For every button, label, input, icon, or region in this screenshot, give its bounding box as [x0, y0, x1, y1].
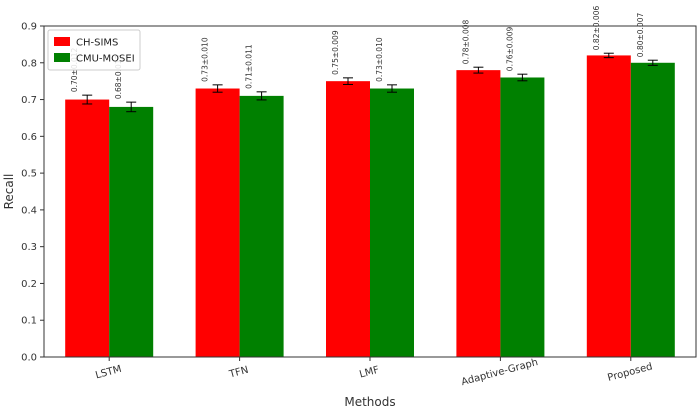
- legend-swatch: [54, 53, 70, 62]
- bar-lmf-ch-sims: [326, 81, 370, 358]
- x-tick-label: Adaptive-Graph: [460, 357, 539, 388]
- x-tick-label: Proposed: [606, 361, 653, 384]
- data-label: 0.73±0.010: [201, 37, 210, 82]
- legend-entry: CH-SIMS: [76, 38, 118, 49]
- bar-tfn-cmu-mosei: [239, 95, 284, 357]
- y-tick-label: 0.5: [21, 169, 37, 180]
- data-label: 0.71±0.011: [245, 44, 254, 89]
- y-tick-label: 0.7: [21, 95, 37, 106]
- data-label: 0.73±0.010: [375, 37, 384, 82]
- bar-adaptive-graph-ch-sims: [456, 70, 501, 357]
- bar-proposed-ch-sims: [586, 55, 631, 358]
- x-tick-label: LSTM: [94, 364, 123, 382]
- bar-proposed-cmu-mosei: [630, 62, 675, 358]
- x-axis-title: Methods: [344, 395, 395, 409]
- bar-lstm-ch-sims: [65, 99, 110, 358]
- y-tick-label: 0.3: [21, 242, 37, 253]
- data-label: 0.80±0.007: [636, 13, 645, 58]
- x-tick-label: LMF: [358, 365, 380, 381]
- y-tick-label: 0.6: [21, 132, 37, 143]
- data-label: 0.78±0.008: [461, 20, 470, 65]
- y-axis-title: Recall: [2, 174, 16, 210]
- bar-adaptive-graph-cmu-mosei: [500, 77, 545, 357]
- data-label: 0.68±0.013: [114, 54, 123, 99]
- y-tick-label: 0.2: [21, 279, 37, 290]
- bars-layer: [65, 52, 675, 358]
- y-tick-label: 0.8: [21, 58, 37, 69]
- legend: CH-SIMS CMU-MOSEI: [47, 29, 141, 71]
- bar-lstm-cmu-mosei: [109, 106, 154, 358]
- legend-entry: CMU-MOSEI: [76, 54, 135, 65]
- legend-swatch: [54, 37, 70, 46]
- data-label: 0.82±0.006: [592, 6, 601, 51]
- y-tick-label: 0.4: [21, 205, 37, 216]
- bar-tfn-ch-sims: [195, 88, 240, 358]
- y-tick-label: 0.9: [21, 22, 37, 33]
- y-tick-label: 0.0: [21, 353, 37, 364]
- x-tick-label: TFN: [227, 365, 249, 381]
- y-tick-label: 0.1: [21, 316, 37, 327]
- plot-frame: [43, 25, 697, 358]
- data-label: 0.76±0.009: [505, 26, 514, 71]
- legend-box: [47, 29, 141, 71]
- data-label: 0.75±0.009: [331, 30, 340, 75]
- bar-lmf-cmu-mosei: [370, 88, 414, 358]
